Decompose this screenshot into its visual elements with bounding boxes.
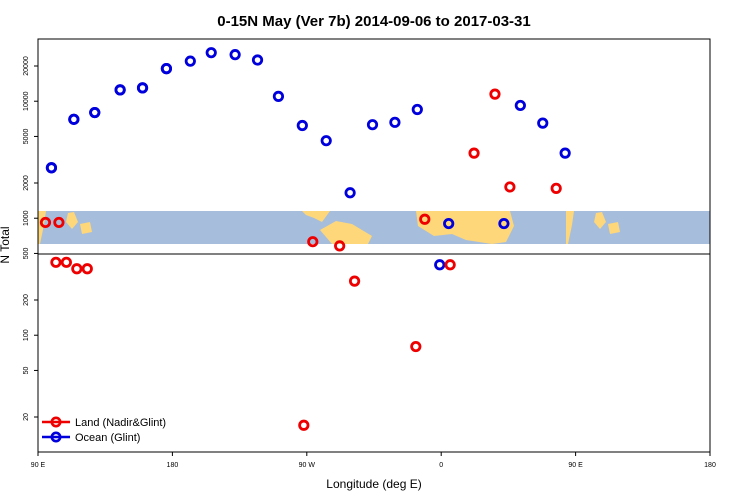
ocean-point bbox=[514, 99, 526, 112]
ocean-point bbox=[344, 187, 356, 199]
ocean-point bbox=[251, 54, 264, 66]
ocean-point bbox=[434, 259, 446, 271]
ocean-point bbox=[136, 82, 149, 94]
legend-land-marker bbox=[50, 416, 62, 428]
land-borneo bbox=[80, 222, 92, 234]
land-point bbox=[348, 275, 361, 287]
land-southeast-asia bbox=[66, 212, 78, 229]
legend-ocean-label: Ocean (Glint) bbox=[75, 432, 140, 444]
x-tick-label: 90 E bbox=[568, 462, 583, 469]
ocean-point bbox=[389, 116, 401, 128]
chart-title: 0-15N May (Ver 7b) 2014-09-06 to 2017-03… bbox=[217, 13, 531, 30]
ocean-point bbox=[89, 106, 101, 119]
plot-frame bbox=[37, 38, 711, 453]
land-point bbox=[419, 213, 431, 225]
x-tick-label: 180 bbox=[704, 462, 716, 469]
land-south-america bbox=[320, 221, 372, 244]
land-point bbox=[444, 259, 456, 271]
x-axis: 90 E 180 90 W 0 90 E 180 bbox=[31, 452, 716, 469]
land-india-right bbox=[566, 211, 574, 244]
ocean-point bbox=[443, 217, 455, 230]
land-africa bbox=[416, 211, 514, 244]
land-point bbox=[39, 216, 52, 229]
x-tick-label: 0 bbox=[439, 462, 443, 469]
y-axis: 20 50 100 200 500 1000 2000 5000 10000 20000 bbox=[23, 56, 38, 421]
ocean-point bbox=[272, 90, 285, 102]
x-tick-label: 90 W bbox=[299, 462, 316, 469]
land-point bbox=[60, 256, 72, 268]
ocean-point bbox=[45, 162, 58, 174]
ocean-point bbox=[537, 117, 549, 129]
y-tick-label: 200 bbox=[23, 294, 30, 306]
y-tick-label: 50 bbox=[23, 366, 30, 374]
land-series bbox=[39, 88, 562, 431]
y-axis-title: N Total bbox=[0, 226, 12, 263]
x-axis-title: Longitude (deg E) bbox=[326, 477, 421, 491]
legend-land-label: Land (Nadir&Glint) bbox=[75, 417, 166, 429]
ocean-point bbox=[205, 47, 217, 59]
land-borneo-right bbox=[608, 222, 620, 234]
ocean-point bbox=[366, 119, 379, 131]
x-tick-label: 180 bbox=[167, 462, 179, 469]
ocean-point bbox=[498, 217, 510, 230]
y-tick-label: 10000 bbox=[23, 91, 30, 111]
legend: Land (Nadir&Glint) Ocean (Glint) bbox=[42, 416, 166, 444]
legend-ocean-marker bbox=[50, 431, 62, 443]
land-point bbox=[81, 263, 93, 275]
land-point bbox=[489, 88, 501, 100]
ocean-point bbox=[229, 49, 241, 61]
land-point bbox=[71, 263, 83, 275]
y-tick-label: 100 bbox=[23, 329, 30, 341]
y-tick-label: 1000 bbox=[23, 210, 30, 226]
x-tick-label: 90 E bbox=[31, 462, 46, 469]
y-tick-label: 20 bbox=[23, 413, 30, 421]
land-point bbox=[504, 181, 516, 193]
ocean-point bbox=[184, 55, 196, 67]
map-strip bbox=[38, 211, 710, 244]
land-point bbox=[334, 240, 346, 252]
ocean-point bbox=[411, 103, 423, 116]
land-point bbox=[50, 256, 62, 268]
ocean-point bbox=[296, 119, 308, 132]
land-point bbox=[53, 216, 65, 229]
land-point bbox=[307, 236, 319, 248]
ocean-point bbox=[559, 147, 571, 159]
y-tick-label: 20000 bbox=[23, 56, 30, 76]
ocean-point bbox=[160, 63, 173, 75]
y-tick-label: 2000 bbox=[23, 175, 30, 191]
ocean-point bbox=[68, 113, 80, 125]
y-tick-label: 5000 bbox=[23, 129, 30, 145]
ocean-point bbox=[114, 84, 126, 96]
ocean-series bbox=[45, 47, 571, 271]
land-southeast-asia-right bbox=[594, 212, 606, 229]
land-point bbox=[468, 147, 480, 159]
land-point bbox=[550, 182, 562, 194]
land-point bbox=[410, 340, 422, 353]
land-point bbox=[298, 419, 310, 431]
y-tick-label: 500 bbox=[23, 247, 30, 259]
map-land-shapes bbox=[38, 211, 620, 244]
ocean-point bbox=[320, 135, 332, 147]
land-central-america bbox=[302, 211, 330, 222]
